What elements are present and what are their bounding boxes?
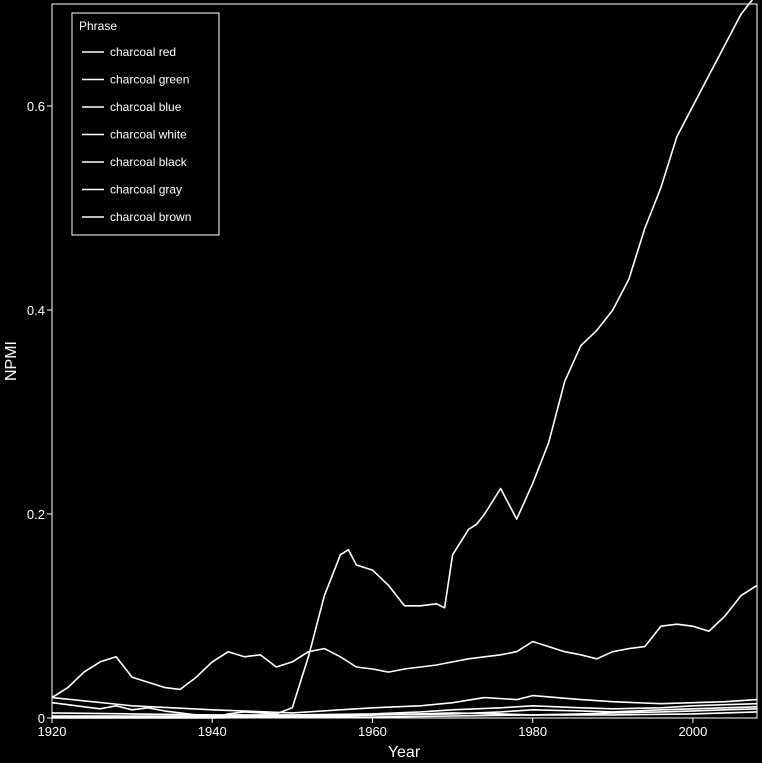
legend-label: charcoal white (110, 128, 187, 142)
x-tick-label: 1980 (518, 724, 547, 739)
y-tick-label: 0.6 (27, 99, 45, 114)
legend-items: charcoal red charcoal green charcoal blue c… (82, 45, 191, 224)
series-layer (51, 0, 758, 719)
legend-title: Phrase (79, 19, 117, 33)
legend-label: charcoal gray (110, 183, 182, 197)
axis-layer: 1920 1940 1960 1980 2000 0 0.2 0.4 0.6 (27, 99, 707, 739)
x-axis-title: Year (388, 744, 421, 761)
series-line-charcoal-black (52, 706, 758, 717)
x-tick-label: 1940 (198, 724, 227, 739)
x-tick-label: 1920 (38, 724, 67, 739)
series-line-charcoal-red (51, 0, 754, 719)
legend-label: charcoal red (110, 45, 176, 59)
legend-box (71, 12, 220, 236)
y-axis-title: NPMI (3, 341, 20, 381)
series-line-charcoal-white (51, 702, 758, 716)
legend-label: charcoal blue (110, 100, 182, 114)
y-tick-label: 0.4 (27, 303, 45, 318)
y-tick-label: 0 (38, 711, 45, 726)
series-line-charcoal-green (51, 584, 758, 699)
plot-frame (51, 3, 758, 719)
y-tick-label: 0.2 (27, 507, 45, 522)
legend-label: charcoal black (110, 155, 188, 169)
legend-label: charcoal green (110, 73, 189, 87)
legend-label: charcoal brown (110, 210, 191, 224)
x-tick-label: 2000 (678, 724, 707, 739)
x-tick-label: 1960 (358, 724, 387, 739)
series-line-charcoal-blue (51, 694, 758, 714)
